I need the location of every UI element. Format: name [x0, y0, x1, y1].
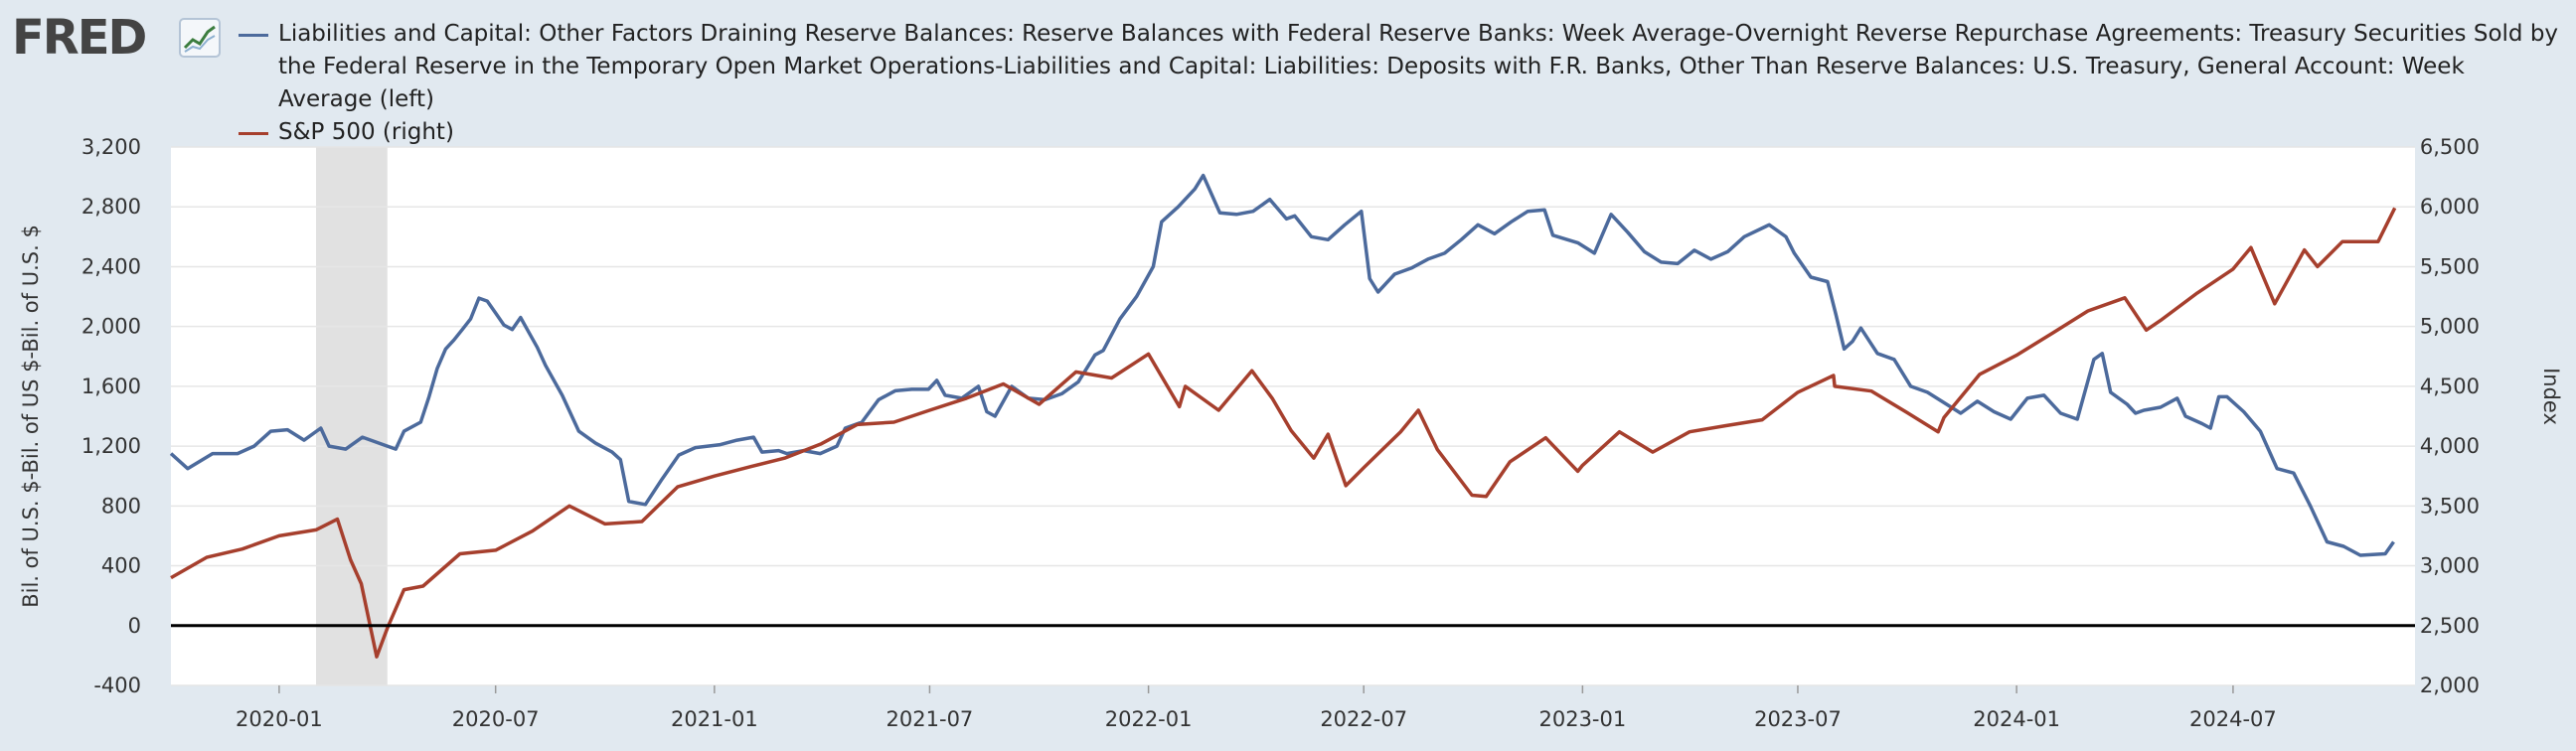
y-left-tick: 1,600 — [81, 375, 141, 398]
y-left-tick: 0 — [128, 614, 141, 638]
y-right-tick-labels: 6,500 6,000 5,500 5,000 4,500 4,000 3,500 3,000… — [2420, 135, 2480, 697]
x-tick: 2024-07 — [2189, 707, 2277, 731]
y-left-tick: 2,400 — [81, 254, 141, 278]
y-left-tick: 3,200 — [81, 135, 141, 159]
y-left-tick: 2,800 — [81, 195, 141, 219]
fred-logo-text: FRED — [12, 10, 147, 66]
legend-item-right-series[interactable]: S&P 500 (right) — [239, 116, 2564, 149]
legend-label-right: S&P 500 (right) — [278, 119, 454, 145]
y-right-tick: 4,500 — [2420, 375, 2480, 398]
y-left-tick-labels: 3,200 2,800 2,400 2,000 1,600 1,200 800 400 0 -40… — [81, 135, 141, 697]
y-right-tick: 2,000 — [2420, 674, 2480, 697]
x-tick: 2022-07 — [1320, 707, 1407, 731]
legend-swatch-left — [239, 34, 268, 37]
x-tick: 2024-01 — [1973, 707, 2060, 731]
chart-legend: Liabilities and Capital: Other Factors D… — [239, 18, 2564, 149]
x-tick: 2021-01 — [671, 707, 758, 731]
y-left-tick: 2,000 — [81, 315, 141, 339]
plot-area — [171, 147, 2415, 685]
series-line-right — [170, 207, 2397, 659]
series-line-left — [169, 173, 2395, 557]
y-left-tick: 1,200 — [81, 434, 141, 458]
x-tick: 2021-07 — [886, 707, 974, 731]
y-axis-right-title: Index — [2539, 368, 2563, 425]
x-tick: 2023-07 — [1754, 707, 1842, 731]
x-tick: 2020-01 — [236, 707, 323, 731]
x-tick-labels: 2020-01 2020-07 2021-01 2021-07 2022-01 2022-… — [236, 707, 2277, 731]
y-right-tick: 3,000 — [2420, 554, 2480, 578]
y-right-tick: 6,500 — [2420, 135, 2480, 159]
x-tick: 2020-07 — [452, 707, 540, 731]
y-axis-left-title: Bil. of U.S. $-Bil. of US $-Bil. of U.S.… — [19, 225, 43, 608]
legend-item-left-series[interactable]: Liabilities and Capital: Other Factors D… — [239, 18, 2564, 116]
legend-swatch-right — [239, 132, 268, 135]
series-lines — [169, 173, 2397, 659]
trend-line-logo-icon — [179, 18, 221, 58]
y-left-tick: 800 — [101, 494, 141, 518]
y-right-tick: 5,000 — [2420, 315, 2480, 339]
x-tick: 2022-01 — [1105, 707, 1193, 731]
y-right-tick: 6,000 — [2420, 195, 2480, 219]
y-right-tick: 4,000 — [2420, 434, 2480, 458]
y-right-tick: 3,500 — [2420, 494, 2480, 518]
y-right-tick: 2,500 — [2420, 614, 2480, 638]
recession-band-group — [315, 147, 388, 685]
legend-label-left: Liabilities and Capital: Other Factors D… — [278, 21, 2559, 112]
recession-band — [315, 147, 388, 685]
y-left-tick: -400 — [93, 674, 141, 697]
fred-logo[interactable]: FRED — [12, 10, 221, 66]
y-left-tick: 400 — [101, 554, 141, 578]
y-right-tick: 5,500 — [2420, 254, 2480, 278]
x-tick: 2023-01 — [1538, 707, 1626, 731]
